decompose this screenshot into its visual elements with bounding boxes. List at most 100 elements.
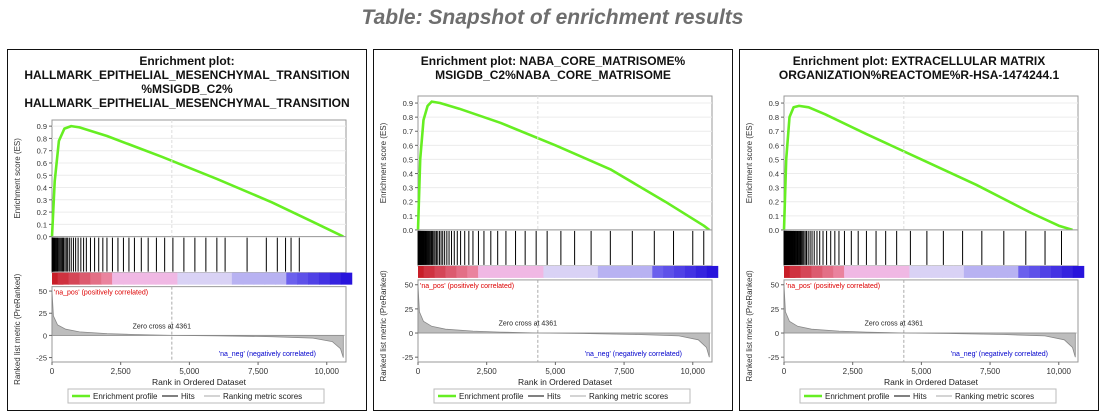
rank-color-segment [1018,265,1030,278]
rank-color-segment [329,272,342,285]
rank-color-segment [122,272,135,285]
rank-color-segment [854,265,867,278]
rank-color-segment [456,265,468,278]
es-curve [782,104,1073,232]
rank-color-segment [57,272,70,285]
rank-color-segment [565,265,577,278]
es-axis-label: Enrichment score (ES) [379,122,388,203]
chart-title-line: HALLMARK_EPITHELIAL_MESENCHYMAL_TRANSITI… [24,96,349,110]
es-tick-label: 0.4 [403,170,413,179]
x-tick-label: 0 [782,367,787,376]
rank-color-segment [90,272,102,285]
ranked-tick-label: 50 [39,287,47,296]
legend-box [799,388,1057,404]
rank-color-segment [532,265,545,278]
rank-color-segment [521,265,534,278]
rank-color-segment [275,272,287,285]
rank-color-segment [478,265,490,278]
es-tick-label: 0.6 [769,141,779,150]
rank-color-segment [253,272,266,285]
rank-color-segment [942,265,954,278]
legend-es-label: Enrichment profile [93,392,158,401]
rank-color-segment [996,265,1009,278]
rank-color-segment [800,265,813,278]
ranked-plot-frame [51,286,347,363]
es-tick-label: 0.7 [37,147,47,156]
na-pos-label: 'na_pos' (positively correlated) [420,283,514,290]
chart-title-line: ORGANIZATION%REACTOME%R-HSA-1474244.1 [779,68,1060,82]
legend-es-label: Enrichment profile [825,392,890,401]
x-tick-label: 0 [50,367,55,376]
rank-color-segment [597,265,610,278]
x-tick-label: 10,000 [681,367,706,376]
ranked-metric-area [51,291,344,358]
enrichment-panel: Enrichment plot: HALLMARK_EPITHELIAL_MESE… [7,49,367,411]
rank-color-segment [1007,265,1019,278]
na-pos-label: 'na_pos' (positively correlated) [54,290,148,297]
es-tick-label: 0.2 [37,208,47,217]
rank-color-segment [210,272,222,285]
es-curve [50,124,344,238]
x-tick-label: 7,500 [980,367,1001,376]
rank-color-segment [510,265,523,278]
rank-color-segment [220,272,233,285]
rank-color-segment [811,265,823,278]
x-tick-label: 2,500 [477,367,498,376]
hits-frame [51,236,347,274]
es-tick-label: 0.2 [769,198,779,207]
es-tick-label: 0.3 [37,196,47,205]
ranked-tick-label: 25 [39,309,47,318]
rank-color-segment [144,272,157,285]
legend-box [67,388,325,404]
rank-color-segment [865,265,878,278]
es-tick-label: 0.5 [769,155,779,164]
ranked-tick-label: -25 [36,354,47,363]
rank-color-segment [684,265,697,278]
zero-cross-label: Zero cross at 4361 [865,320,923,327]
rank-color-segment [641,265,653,278]
ranked-tick-label: 50 [405,281,413,290]
es-tick-label: 0.0 [403,226,413,235]
ranked-tick-label: 25 [405,305,413,314]
rank-color-segment [695,265,708,278]
rank-color-segment [844,265,856,278]
legend-ranked-label: Ranking metric scores [589,392,668,401]
rank-color-segment [663,265,675,278]
rank-color-segment [898,265,911,278]
es-tick-label: 0.9 [769,99,779,108]
chart-title-line: HALLMARK_EPITHELIAL_MESENCHYMAL_TRANSITI… [24,68,349,82]
rank-color-segment [308,272,320,285]
rank-color-segment [931,265,943,278]
es-tick-label: 0.3 [769,184,779,193]
x-tick-label: 10,000 [315,367,340,376]
ranked-plot-frame [417,279,713,363]
na-neg-label: 'na_neg' (negatively correlated) [219,351,316,358]
rank-color-segment [79,272,91,285]
es-tick-label: 0.1 [37,220,47,229]
rank-color-segment [974,265,987,278]
zero-cross-label: Zero cross at 4361 [133,323,191,330]
rank-color-segment [133,272,146,285]
chart-title-line: Enrichment plot: [139,54,234,68]
na-neg-label: 'na_neg' (negatively correlated) [585,351,682,358]
rank-color-segment [586,265,599,278]
x-tick-label: 10,000 [1047,367,1072,376]
ranked-tick-label: 25 [771,305,779,314]
es-axis-label: Enrichment score (ES) [13,138,22,219]
rank-color-segment [833,265,845,278]
ranked-tick-label: -25 [768,353,779,362]
es-axis-label: Enrichment score (ES) [745,122,754,203]
rank-color-segment [630,265,643,278]
ranked-axis-label: Ranked list metric (PreRanked) [13,273,22,384]
chart-title-line: MSIGDB_C2%NABA_CORE_MATRISOME [435,68,671,82]
rank-color-segment [963,265,976,278]
rank-color-segment [155,272,168,285]
chart-title-line: Enrichment plot: EXTRACELLULAR MATRIX [793,54,1045,68]
enrichment-panel: Enrichment plot: NABA_CORE_MATRISOME% MSI… [373,49,733,411]
rank-color-segment [608,265,621,278]
es-plot-frame [417,95,713,231]
rank-color-segment [876,265,889,278]
rank-color-segment [952,265,965,278]
hits-frame [783,229,1079,267]
es-tick-label: 0.8 [403,113,413,122]
